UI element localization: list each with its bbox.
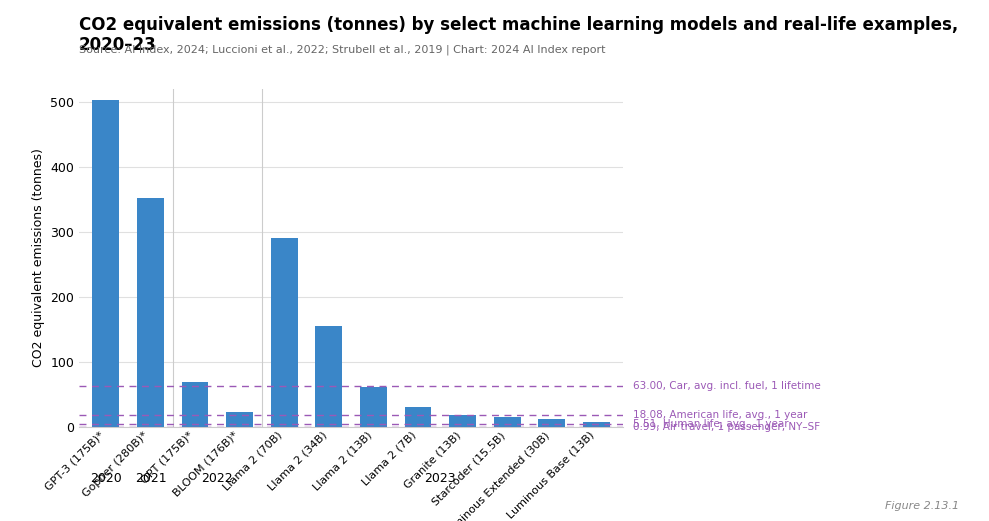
Text: CO2 equivalent emissions (tonnes) by select machine learning models and real-lif: CO2 equivalent emissions (tonnes) by sel… (79, 16, 958, 54)
Bar (271, 238, 298, 427)
Bar (182, 381, 209, 427)
Bar (137, 198, 164, 427)
Y-axis label: CO2 equivalent emissions (tonnes): CO2 equivalent emissions (tonnes) (32, 148, 45, 367)
Text: Source: AI Index, 2024; Luccioni et al., 2022; Strubell et al., 2019 | Chart: 20: Source: AI Index, 2024; Luccioni et al.,… (79, 44, 605, 55)
Bar (405, 407, 431, 427)
Bar (583, 422, 609, 427)
Bar (538, 419, 565, 427)
Text: 0.99, Air travel, 1 passenger, NY–SF: 0.99, Air travel, 1 passenger, NY–SF (633, 421, 820, 431)
Bar (93, 100, 120, 427)
Text: Figure 2.13.1: Figure 2.13.1 (885, 501, 959, 511)
Text: 5.51, Human life, avg., 1 year: 5.51, Human life, avg., 1 year (633, 419, 788, 429)
Text: 63.00, Car, avg. incl. fuel, 1 lifetime: 63.00, Car, avg. incl. fuel, 1 lifetime (633, 381, 821, 391)
Bar (226, 412, 253, 427)
Text: 2022: 2022 (202, 472, 233, 485)
Text: 18.08, American life, avg., 1 year: 18.08, American life, avg., 1 year (633, 411, 807, 420)
Bar (449, 416, 476, 427)
Bar (315, 326, 342, 427)
Bar (360, 387, 387, 427)
Text: 2023: 2023 (424, 472, 456, 485)
Bar (494, 417, 520, 427)
Text: 2021: 2021 (135, 472, 166, 485)
Text: 2020: 2020 (90, 472, 122, 485)
